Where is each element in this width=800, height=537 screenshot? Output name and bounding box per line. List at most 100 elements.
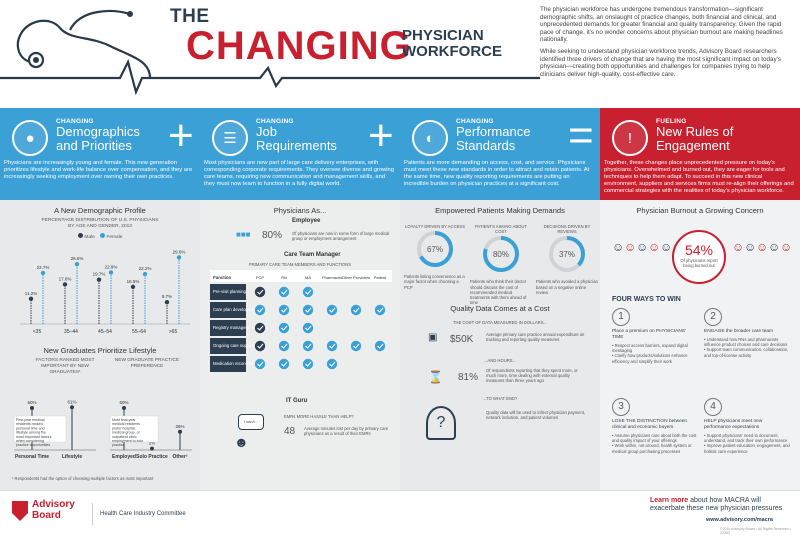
note-text: Most final-year	[112, 418, 136, 422]
check-mark	[374, 340, 386, 352]
banner-title-line1: New Rules of	[656, 124, 734, 139]
banner-title-line2: Requirements	[256, 138, 337, 153]
check-tick	[377, 343, 384, 349]
check-mark	[278, 286, 290, 298]
data-point	[164, 299, 170, 305]
ring-chart: 80%	[483, 236, 519, 273]
data-point	[96, 277, 102, 282]
way-card: 1 Place a premium on PHYSICIANS' TIME • Re…	[612, 308, 698, 394]
person-icon: ☺	[612, 240, 625, 254]
ctm-sub: PRIMARY CARE TEAM MEMBERS AND FUNCTIONS	[248, 262, 352, 267]
data-point	[74, 261, 80, 267]
banner-title-line1: Performance	[456, 124, 531, 139]
bar-label: Other²	[173, 454, 188, 460]
demographic-subtitle-line1: PERCENTAGE DISTRIBUTION OF U.S. PHYSICIA…	[41, 218, 159, 223]
check-tick	[329, 343, 336, 349]
bar-value: 26%	[175, 424, 184, 429]
it-text: Average minutes lost per day by primary …	[304, 426, 389, 437]
legend-male-swatch	[78, 233, 83, 238]
check-tick	[329, 307, 336, 313]
employee-pct: 80%	[262, 230, 283, 241]
function-cell	[210, 302, 246, 318]
check-tick	[281, 289, 288, 295]
check-tick	[353, 343, 360, 349]
person-icon: ☺	[732, 240, 745, 254]
check-mark	[326, 358, 338, 370]
note-text: outpatient clinic	[112, 435, 137, 439]
bar-cap	[70, 405, 74, 410]
bar-cap	[150, 446, 154, 451]
hourglass-icon: ⌛	[428, 370, 443, 384]
check-mark	[254, 304, 266, 316]
check-tick	[305, 289, 312, 295]
banner-title-line2: Engagement	[656, 138, 730, 153]
bar-value: 60%	[27, 400, 36, 405]
burnout-text: Of physicians report being burned out	[680, 258, 718, 269]
banner-title-line2: Standards	[456, 138, 516, 153]
banner-heading: FUELING New Rules of Engagement	[656, 118, 733, 153]
bar-label: Lifestyle	[62, 454, 83, 460]
x-tick-label: <35	[33, 329, 42, 335]
hours-text: Of respondents reporting that they spent…	[486, 368, 578, 384]
way-bullet: • Support team communication, collaborat…	[704, 347, 789, 358]
job-title: Physicians As...	[273, 206, 327, 215]
gauge-icon: ◐	[412, 120, 448, 156]
x-tick-label: 55–64	[132, 329, 146, 335]
check-tick	[305, 307, 312, 313]
note-box	[109, 415, 159, 443]
four-ways-title: FOUR WAYS TO WIN	[612, 296, 681, 303]
legend-female-swatch	[100, 233, 106, 238]
copyright: ©2016 Advisory Board • All Rights Reserv…	[720, 527, 791, 535]
check-mark	[350, 340, 362, 352]
learn-more-text: Learn more about how MACRA will exacerba…	[650, 497, 790, 513]
function-label: Medication reconciliation	[213, 361, 261, 366]
ring-pct: 80%	[493, 250, 509, 259]
role-header: RN	[281, 275, 287, 280]
check-mark	[278, 304, 290, 316]
function-label: Pre-visit planning	[213, 289, 247, 294]
way-card: 4 HELP physicians meet new performance ex…	[704, 398, 790, 484]
person-icon: ☺	[648, 240, 661, 254]
function-label: Registry management	[213, 325, 256, 330]
check-mark	[350, 304, 362, 316]
table-header	[210, 270, 392, 282]
end-text: Quality data will be used to inflect phy…	[486, 410, 586, 421]
check-mark-pcp	[254, 322, 266, 334]
banner-kicker: CHANGING	[256, 118, 294, 125]
quality-title: Quality Data Comes at a Cost	[450, 304, 550, 313]
way-number: 3	[612, 398, 630, 416]
data-point	[62, 282, 68, 287]
learn-more-link[interactable]: Learn more	[650, 497, 689, 504]
burnout-circle: 54% Of physicians report being burned ou…	[672, 230, 726, 284]
data-point	[176, 255, 182, 260]
bar-label: Solo Practice	[136, 454, 168, 460]
role-header: MA	[305, 275, 311, 280]
banner-kicker: CHANGING	[456, 118, 494, 125]
data-label: 22.7%	[37, 265, 50, 270]
bar-value: 60%	[119, 400, 128, 405]
cost-text: Average primary care practice annual exp…	[486, 332, 585, 343]
data-point	[130, 284, 136, 290]
note-text: employment to solo	[112, 439, 143, 443]
care-team-table: PCP RN MA Pharmacist Other Providers Patient P…	[210, 270, 392, 372]
data-label: 9.7%	[162, 294, 172, 299]
ring-chart: 67%	[417, 231, 453, 268]
macra-url[interactable]: www.advisory.com/macra	[706, 517, 773, 523]
check-mark	[326, 340, 338, 352]
lifestyle-right-head: NEW GRADUATE PRACTICE PREFERENCE	[114, 358, 180, 369]
check-tick	[257, 361, 264, 367]
title-changing: CHANGING	[186, 24, 412, 68]
question-icon: ?	[426, 406, 456, 440]
note-text: personal time and	[16, 426, 45, 430]
speech-bubble: I can't...	[238, 414, 264, 430]
way-head: HELP physicians meet new performance exp…	[704, 419, 763, 430]
bar-cap	[30, 406, 34, 410]
way-bullet: • Support physicians' need to document, …	[704, 433, 788, 444]
way-bullet: • Assume physicians care about both the …	[612, 433, 697, 444]
person-icon: ☺	[756, 240, 769, 254]
cost-head: THE COST OF DATA MEASURED IN DOLLARS...	[452, 320, 547, 325]
function-label: Ongoing care support	[213, 343, 255, 348]
note-text: First-year medical	[16, 418, 45, 422]
legend-male: Male	[84, 235, 95, 240]
banner-text: Patients are more demanding on access, c…	[404, 160, 590, 187]
